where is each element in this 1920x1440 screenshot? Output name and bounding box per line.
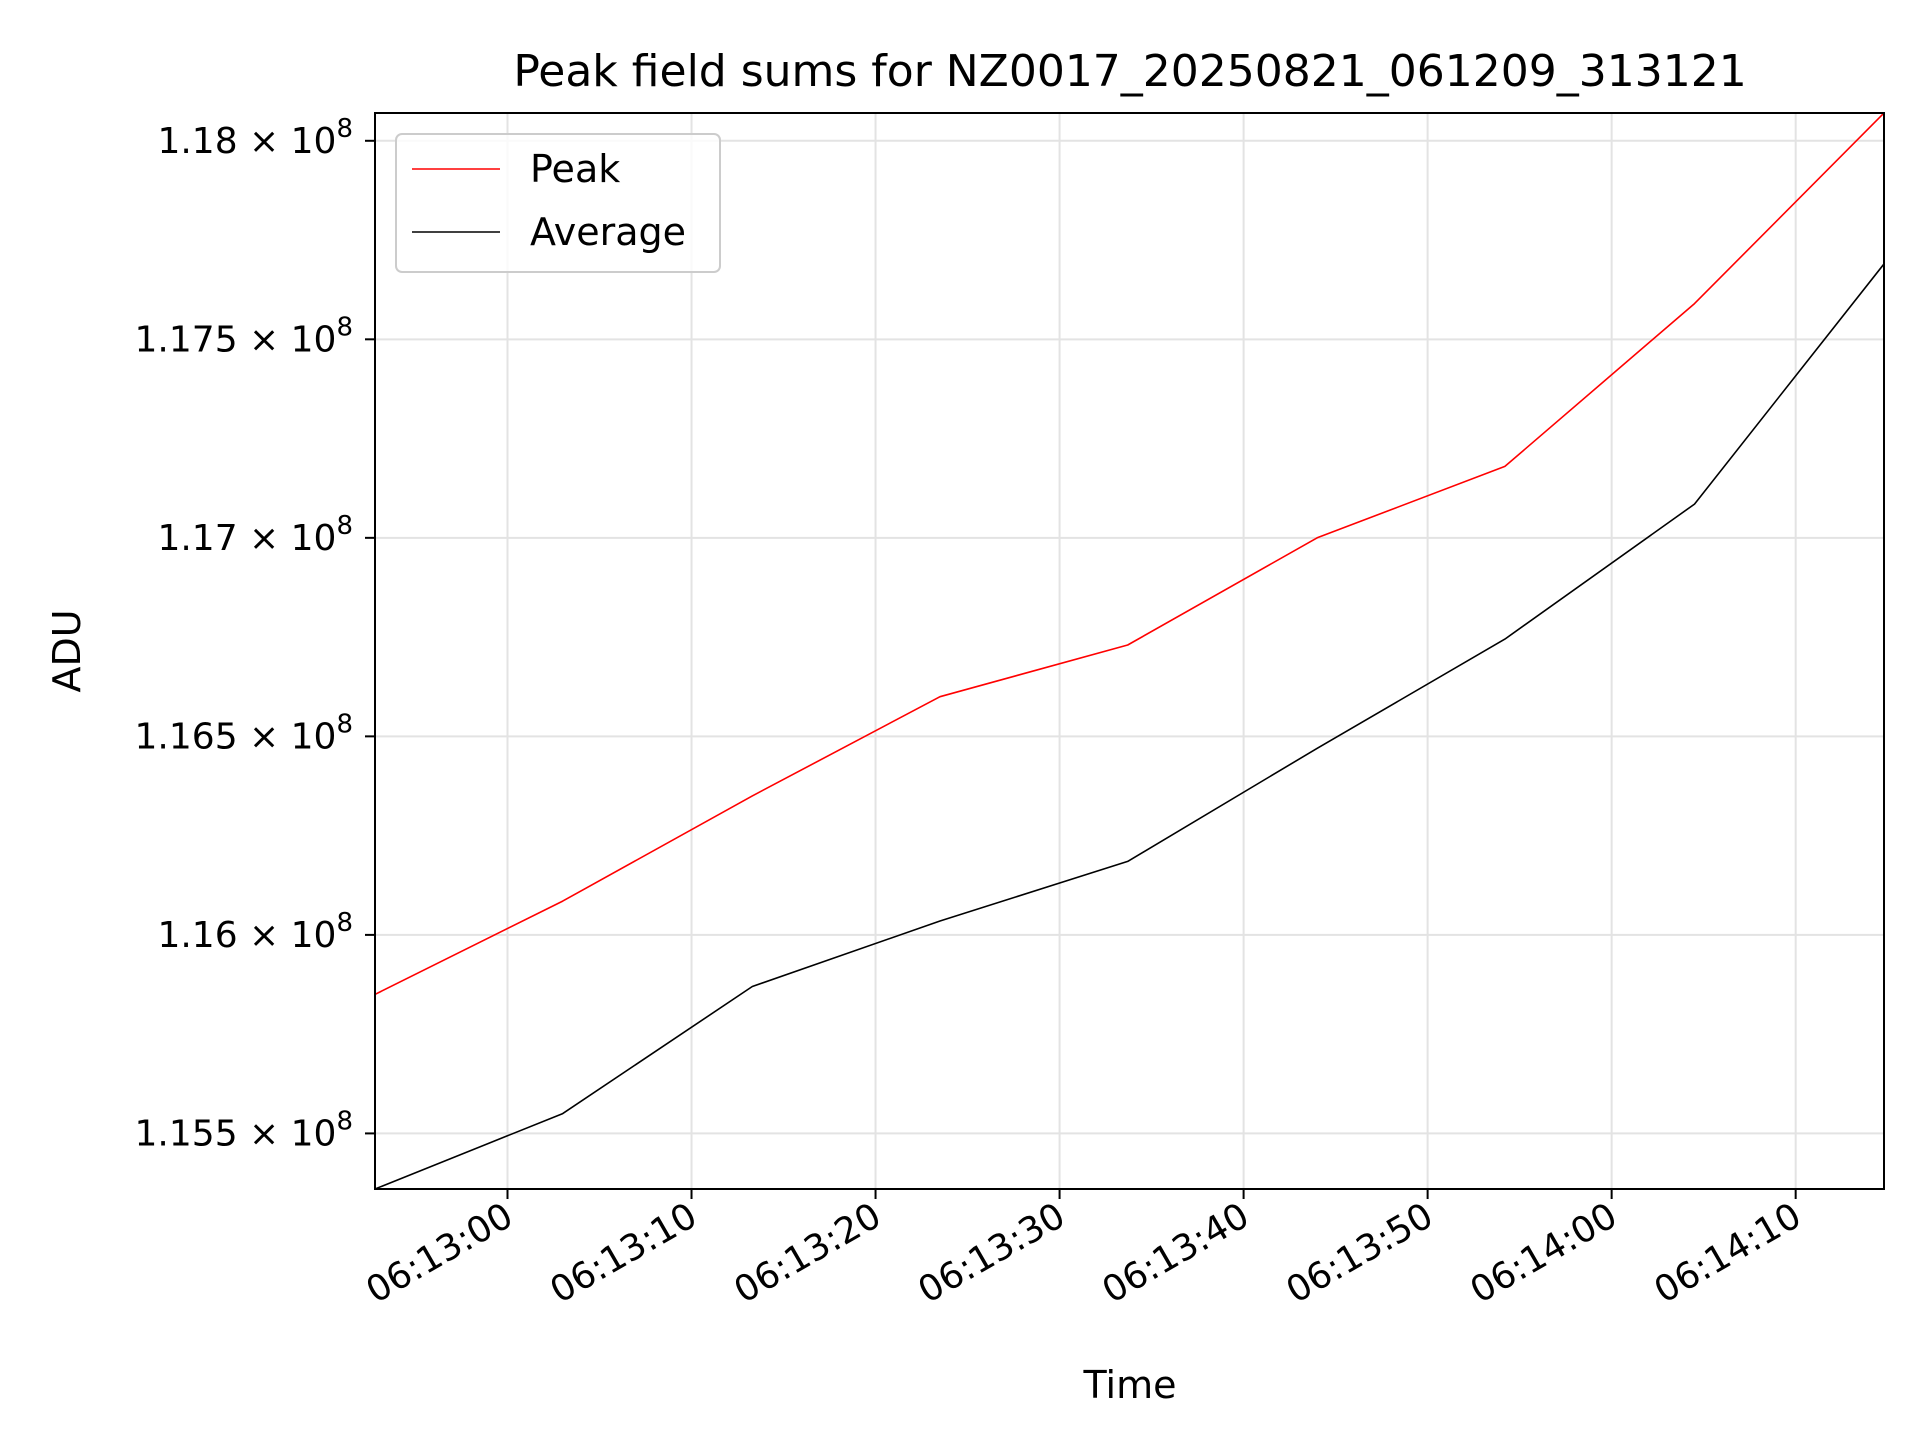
y-tick-exponent: 8: [336, 312, 353, 342]
y-tick-exponent: 8: [336, 511, 353, 541]
plot-lines: [375, 113, 1884, 1189]
series-line-average: [375, 263, 1884, 1189]
y-tick-mantissa: 1.165: [135, 716, 238, 757]
y-tick-base: × 10: [238, 1113, 337, 1154]
y-tick-label: 1.175 × 108: [135, 312, 353, 360]
y-tick-base: × 10: [238, 915, 337, 956]
legend-label-peak: Peak: [530, 147, 620, 191]
y-tick-exponent: 8: [336, 1106, 353, 1136]
y-tick-exponent: 8: [336, 114, 353, 144]
y-tick-base: × 10: [238, 716, 337, 757]
y-tick-base: × 10: [238, 121, 337, 162]
y-tick-label: 1.18 × 108: [157, 114, 353, 162]
y-tick-exponent: 8: [336, 709, 353, 739]
y-tick-label: 1.165 × 108: [135, 709, 353, 757]
y-tick-mantissa: 1.17: [157, 518, 237, 559]
x-axis-label: Time: [1083, 1363, 1177, 1407]
legend-label-average: Average: [530, 210, 686, 254]
y-tick-mantissa: 1.16: [157, 915, 237, 956]
plot-frame: [374, 112, 1885, 1190]
y-tick-mantissa: 1.175: [135, 319, 238, 360]
grid: [375, 113, 1884, 1189]
y-tick-mantissa: 1.155: [135, 1113, 238, 1154]
y-tick-label: 1.155 × 108: [135, 1106, 353, 1154]
legend: Peak Average: [395, 133, 721, 273]
y-tick-base: × 10: [238, 518, 337, 559]
y-tick-label: 1.17 × 108: [157, 511, 353, 559]
y-tick-mantissa: 1.18: [157, 121, 237, 162]
y-axis-label: ADU: [45, 609, 89, 692]
chart-title: Peak field sums for NZ0017_20250821_0612…: [513, 46, 1746, 97]
y-tick-exponent: 8: [336, 908, 353, 938]
y-tick-base: × 10: [238, 319, 337, 360]
y-tick-label: 1.16 × 108: [157, 908, 353, 956]
series-line-peak: [375, 113, 1884, 996]
